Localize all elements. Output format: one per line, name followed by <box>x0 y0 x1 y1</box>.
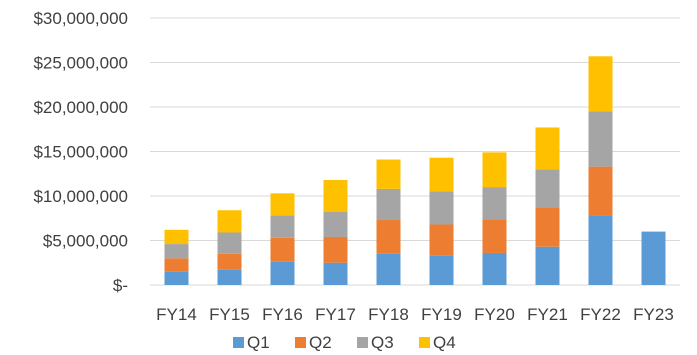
bar-fy18-q3 <box>376 188 401 221</box>
y-tick-label: $15,000,000 <box>33 143 128 162</box>
bar-fy19-q2 <box>429 224 454 256</box>
x-tick-label: FY20 <box>474 305 515 324</box>
bar-fy17-q2 <box>323 236 348 263</box>
bar-fy22-q4 <box>588 56 613 112</box>
bar-fy20-q4 <box>482 152 507 188</box>
y-tick-label: $- <box>113 276 128 295</box>
x-tick-label: FY22 <box>580 305 621 324</box>
x-tick-label: FY23 <box>633 305 674 324</box>
legend-swatch-q3 <box>357 337 368 348</box>
legend-label-q3: Q3 <box>371 333 394 352</box>
x-tick-label: FY16 <box>262 305 303 324</box>
bar-fy19-q3 <box>429 191 454 225</box>
bar-fy22-q1 <box>588 215 613 285</box>
bar-fy14-q2 <box>164 258 189 272</box>
bar-fy18-q1 <box>376 253 401 285</box>
bar-fy22-q3 <box>588 111 613 167</box>
legend-swatch-q4 <box>419 337 430 348</box>
bar-fy20-q3 <box>482 187 507 220</box>
bar-fy16-q2 <box>270 237 295 262</box>
bar-fy16-q1 <box>270 261 295 285</box>
legend: Q1 Q2 Q3 Q4 <box>233 333 456 352</box>
bar-fy14-q3 <box>164 244 189 259</box>
legend-swatch-q2 <box>295 337 306 348</box>
x-tick-label: FY19 <box>421 305 462 324</box>
legend-label-q2: Q2 <box>309 333 332 352</box>
x-tick-label: FY14 <box>156 305 197 324</box>
bars-layer <box>164 56 666 285</box>
bar-fy21-q4 <box>535 127 560 170</box>
bar-fy16-q3 <box>270 215 295 238</box>
y-tick-label: $30,000,000 <box>33 9 128 28</box>
legend-label-q4: Q4 <box>433 333 456 352</box>
x-tick-label: FY21 <box>527 305 568 324</box>
bar-fy19-q4 <box>429 157 454 192</box>
y-axis: $- $5,000,000 $10,000,000 $15,000,000 $20,00… <box>33 9 128 295</box>
bar-fy18-q4 <box>376 159 401 189</box>
x-tick-label: FY17 <box>315 305 356 324</box>
bar-fy15-q2 <box>217 253 242 270</box>
x-tick-label: FY15 <box>209 305 250 324</box>
y-tick-label: $5,000,000 <box>43 232 128 251</box>
bar-fy14-q1 <box>164 271 189 285</box>
legend-label-q1: Q1 <box>247 333 270 352</box>
bar-fy17-q3 <box>323 212 348 237</box>
bar-fy22-q2 <box>588 166 613 216</box>
y-tick-label: $25,000,000 <box>33 54 128 73</box>
bar-fy18-q2 <box>376 220 401 254</box>
y-tick-label: $10,000,000 <box>33 187 128 206</box>
bar-fy21-q1 <box>535 246 560 285</box>
bar-fy17-q4 <box>323 179 348 213</box>
bar-fy14-q4 <box>164 229 189 245</box>
bar-fy19-q1 <box>429 255 454 285</box>
x-tick-label: FY18 <box>368 305 409 324</box>
y-tick-label: $20,000,000 <box>33 98 128 117</box>
bar-fy17-q1 <box>323 262 348 285</box>
bar-fy21-q2 <box>535 207 560 247</box>
bar-fy23-q1 <box>641 231 666 285</box>
bar-fy20-q2 <box>482 219 507 253</box>
bar-fy20-q1 <box>482 252 507 285</box>
bar-fy15-q3 <box>217 232 242 254</box>
bar-fy15-q4 <box>217 210 242 233</box>
legend-swatch-q1 <box>233 337 244 348</box>
x-axis: FY14 FY15 FY16 FY17 FY18 FY19 FY20 FY21 FY22 FY23 <box>156 305 674 324</box>
bar-fy15-q1 <box>217 269 242 285</box>
bar-fy21-q3 <box>535 169 560 208</box>
bar-fy16-q4 <box>270 193 295 216</box>
